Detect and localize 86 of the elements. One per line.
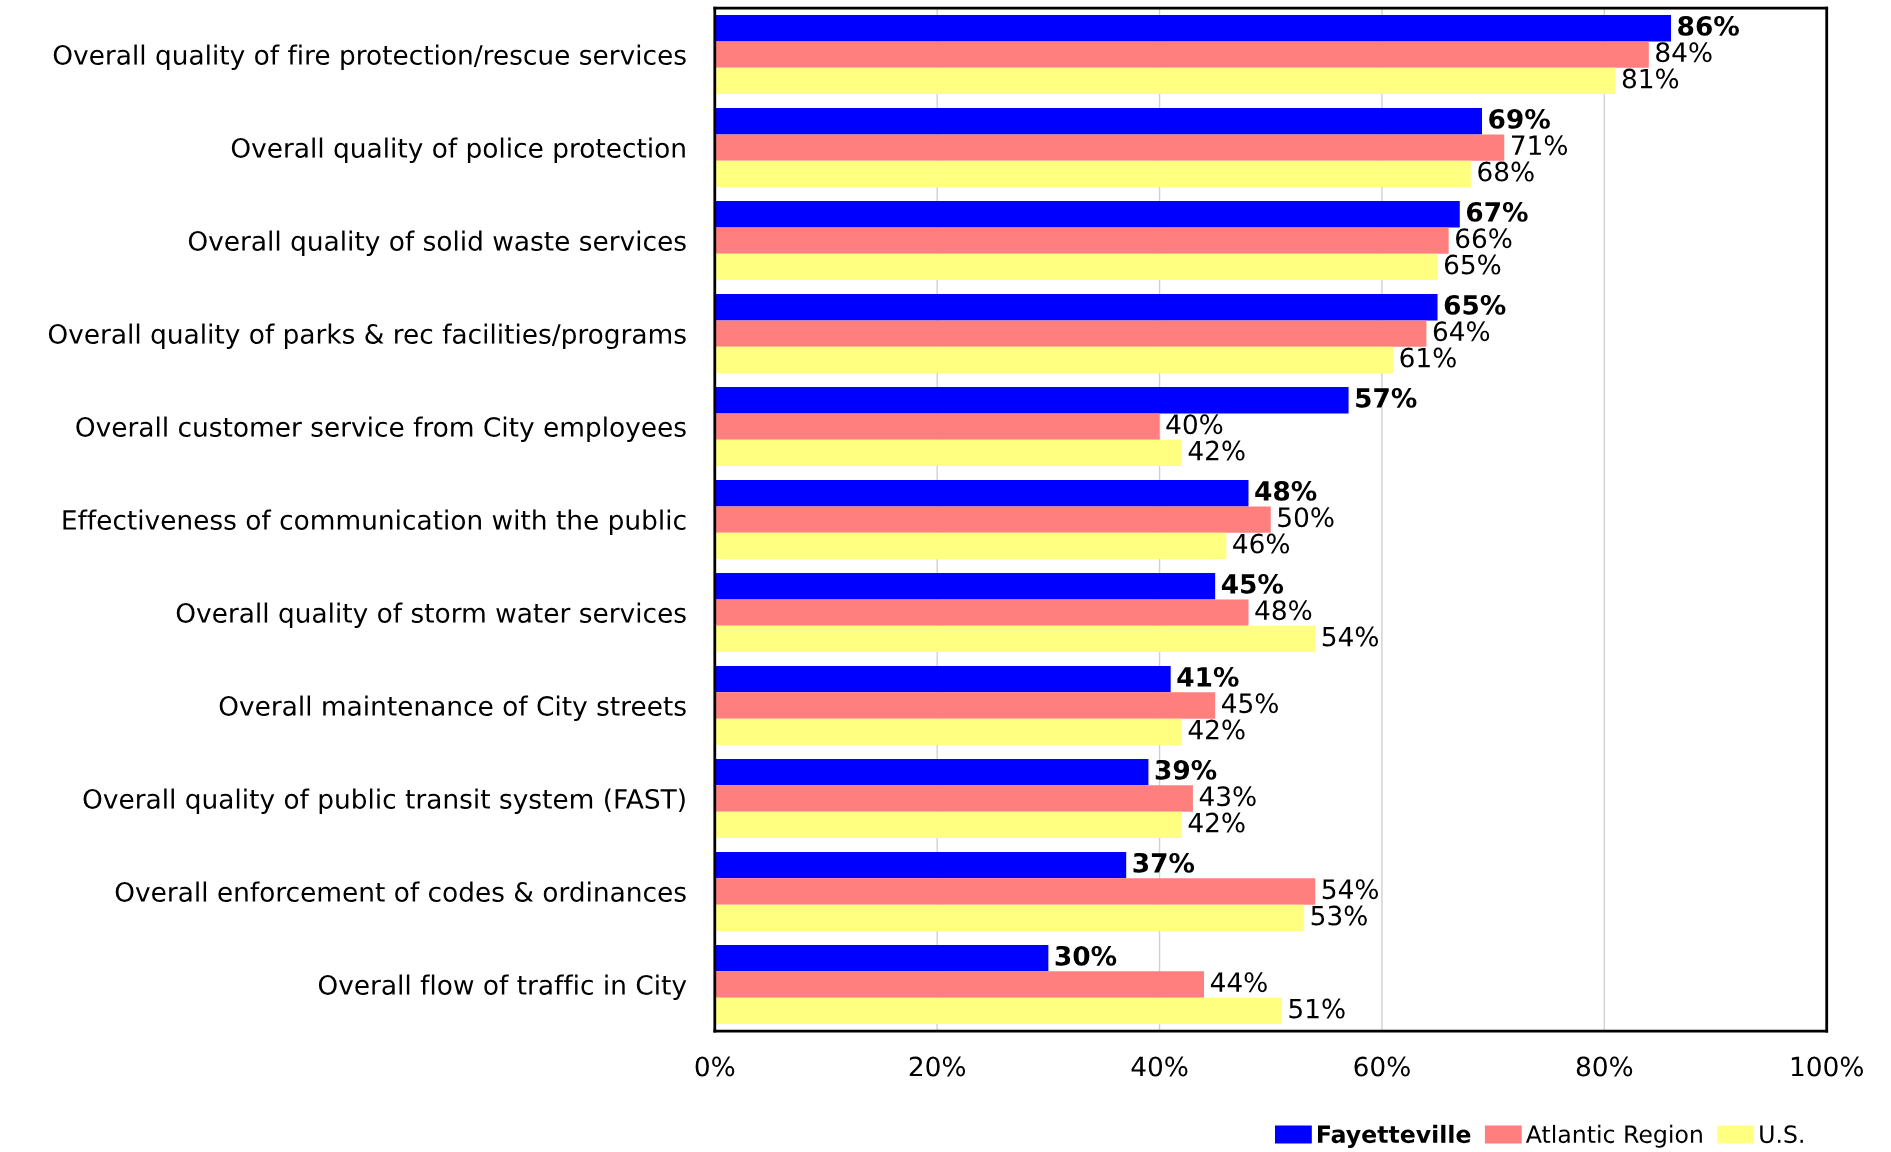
data-label: 41% — [1177, 666, 1239, 687]
data-label: 51% — [1289, 998, 1345, 1019]
x-tick-label: 60% — [1354, 1056, 1410, 1077]
y-tick-label: Overall customer service from City employees — [76, 416, 686, 443]
bar — [714, 997, 1282, 1025]
data-label: 71% — [1511, 135, 1568, 156]
x-tick-label: 80% — [1576, 1056, 1633, 1077]
y-tick-label: Overall enforcement of codes & ordinances — [115, 881, 686, 902]
y-tick-label: Overall quality of public transit system (FAST) — [83, 788, 685, 815]
bar — [714, 904, 1305, 932]
bar — [714, 599, 1249, 626]
bar — [714, 945, 1049, 972]
data-label: 86% — [1678, 15, 1739, 36]
bar — [714, 134, 1505, 161]
y-tick-label: Overall quality of police protection — [231, 137, 685, 164]
data-label: 30% — [1055, 945, 1117, 966]
y-tick-label: Overall maintenance of City streets — [219, 695, 686, 722]
bar — [714, 201, 1460, 228]
data-label: 54% — [1322, 879, 1378, 900]
data-label: 84% — [1656, 42, 1712, 63]
x-tick-label: 40% — [1131, 1056, 1188, 1077]
data-label: 42% — [1188, 440, 1245, 461]
bar — [714, 573, 1216, 600]
data-label: 64% — [1433, 321, 1490, 342]
bar — [714, 852, 1127, 879]
data-label: 43% — [1199, 786, 1256, 807]
data-label: 40% — [1166, 414, 1223, 435]
data-label: 48% — [1255, 480, 1317, 501]
y-tick-label: Overall quality of storm water services — [176, 602, 686, 629]
x-tick-label: 20% — [909, 1056, 966, 1077]
data-label: 57% — [1356, 387, 1417, 408]
x-tick-label: 0% — [695, 1056, 735, 1077]
y-tick-label: Overall quality of fire protection/rescue services — [53, 44, 686, 71]
y-tick-label: Overall quality of parks & rec facilities/programs — [48, 323, 686, 350]
y-tick-label: Effectiveness of communication with the public — [63, 509, 686, 536]
data-label: 45% — [1222, 693, 1278, 714]
bar — [714, 759, 1149, 786]
data-label: 48% — [1255, 600, 1312, 621]
bar — [714, 718, 1182, 746]
data-label: 68% — [1478, 161, 1534, 182]
bar — [714, 532, 1227, 560]
bar — [714, 878, 1316, 905]
data-label: 65% — [1444, 294, 1506, 315]
data-label: 69% — [1489, 108, 1550, 129]
data-label: 50% — [1278, 507, 1334, 528]
bar — [714, 41, 1649, 68]
data-label: 39% — [1155, 759, 1217, 780]
y-tick-label: Overall flow of traffic in City — [318, 974, 687, 1001]
data-label: 53% — [1311, 905, 1367, 926]
bar — [714, 811, 1182, 839]
bar — [714, 227, 1449, 254]
data-label: 81% — [1622, 68, 1679, 89]
bar — [714, 160, 1471, 188]
bar — [714, 439, 1182, 467]
bar — [714, 108, 1483, 135]
bar — [714, 67, 1616, 95]
data-label: 65% — [1444, 254, 1501, 275]
bar — [714, 413, 1160, 440]
bar — [714, 253, 1438, 281]
bar — [714, 971, 1205, 998]
data-label: 42% — [1188, 812, 1245, 833]
bar — [714, 692, 1216, 719]
data-label: 67% — [1466, 201, 1528, 222]
legend-label: Fayetteville — [1318, 1124, 1471, 1148]
bar — [714, 387, 1349, 414]
legend-label: Atlantic Region — [1525, 1124, 1702, 1148]
legend-label: U.S. — [1760, 1125, 1803, 1144]
bar — [714, 15, 1672, 42]
bar — [714, 506, 1271, 533]
bar — [714, 625, 1316, 653]
data-label: 66% — [1456, 228, 1512, 249]
y-tick-label: Overall quality of solid waste services — [188, 230, 686, 257]
data-label: 42% — [1188, 719, 1245, 740]
data-label: 37% — [1133, 852, 1195, 873]
bar — [714, 785, 1193, 812]
data-label: 46% — [1233, 533, 1290, 554]
data-label: 45% — [1221, 573, 1284, 594]
data-label: 54% — [1322, 626, 1378, 647]
data-label: 44% — [1210, 972, 1267, 993]
bar — [714, 346, 1394, 374]
x-tick-label: 100% — [1791, 1056, 1863, 1077]
data-label: 61% — [1400, 347, 1456, 368]
bar — [714, 320, 1427, 347]
bar — [714, 666, 1171, 693]
bar — [714, 294, 1438, 321]
bar — [714, 480, 1249, 507]
